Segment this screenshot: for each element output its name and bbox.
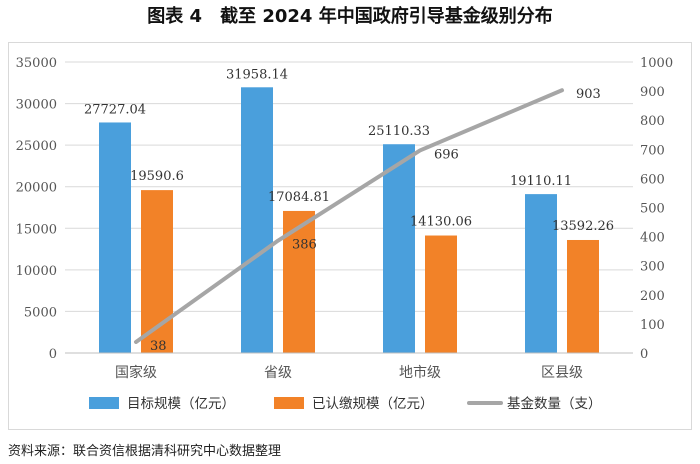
y-right-tick-label: 600 xyxy=(640,172,665,187)
axes: 0 5000 10000 15000 20000 25000 30000 35000 0 100 2… xyxy=(16,56,673,381)
data-label-target-scale: 19110.11 xyxy=(510,174,572,189)
y-right-tick-label: 1000 xyxy=(640,56,673,71)
legend-label: 已认缴规模（亿元） xyxy=(312,396,434,412)
data-label-fund-count: 696 xyxy=(434,147,459,162)
chart-title: 图表 4 截至 2024 年中国政府引导基金级别分布 xyxy=(147,6,553,27)
data-label-subscribed-scale: 17084.81 xyxy=(268,190,330,205)
y-right-tick-label: 300 xyxy=(640,260,665,275)
x-category-label: 地市级 xyxy=(399,364,441,381)
legend: 目标规模（亿元） 已认缴规模（亿元） 基金数量（支） xyxy=(89,395,602,412)
legend-label: 基金数量（支） xyxy=(507,395,602,412)
y-right-tick-label: 400 xyxy=(640,231,665,246)
y-left-tick-label: 20000 xyxy=(16,181,57,196)
chart-frame: 0 5000 10000 15000 20000 25000 30000 35000 0 100 2… xyxy=(8,42,692,430)
legend-swatch-target-scale xyxy=(89,397,119,409)
data-labels: 27727.04 19590.6 31958.14 17084.81 25110.33 1… xyxy=(84,67,614,354)
x-category-label: 省级 xyxy=(264,365,292,381)
bars xyxy=(99,87,599,353)
bar-target-scale xyxy=(241,87,273,353)
y-right-tick-label: 800 xyxy=(640,114,665,129)
y-right-tick-label: 100 xyxy=(640,318,665,333)
legend-swatch-subscribed-scale xyxy=(274,397,304,409)
data-label-target-scale: 31958.14 xyxy=(226,67,288,82)
y-right-tick-label: 200 xyxy=(640,289,665,304)
y-right-tick-label: 900 xyxy=(640,85,665,100)
y-left-tick-label: 25000 xyxy=(16,139,57,154)
chart-svg: 0 5000 10000 15000 20000 25000 30000 35000 0 100 2… xyxy=(16,56,673,412)
bar-target-scale xyxy=(383,144,415,353)
bar-target-scale xyxy=(525,194,557,353)
y-left-tick-label: 10000 xyxy=(16,264,57,279)
y-left-tick-label: 0 xyxy=(49,347,57,362)
x-category-label: 国家级 xyxy=(115,364,157,381)
y-right-tick-label: 500 xyxy=(640,202,665,217)
y-left-tick-label: 5000 xyxy=(24,305,57,320)
data-label-fund-count: 38 xyxy=(150,339,167,354)
legend-label: 目标规模（亿元） xyxy=(127,396,235,412)
data-label-subscribed-scale: 14130.06 xyxy=(410,215,472,230)
y-right-tick-label: 700 xyxy=(640,143,665,158)
y-left-tick-label: 30000 xyxy=(16,98,57,113)
source-note: 资料来源：联合资信根据清科研究中心数据整理 xyxy=(8,444,282,459)
bar-subscribed-scale xyxy=(567,239,599,353)
line-series xyxy=(134,88,564,344)
data-label-fund-count: 386 xyxy=(292,238,317,253)
data-label-subscribed-scale: 19590.6 xyxy=(130,169,184,184)
y-left-tick-label: 35000 xyxy=(16,56,57,71)
bar-target-scale xyxy=(99,122,131,353)
data-label-target-scale: 27727.04 xyxy=(84,102,146,117)
line-fund-count xyxy=(134,88,564,344)
y-right-tick-label: 0 xyxy=(640,347,648,362)
data-label-subscribed-scale: 13592.26 xyxy=(552,219,614,234)
data-label-target-scale: 25110.33 xyxy=(368,124,430,139)
x-category-label: 区县级 xyxy=(541,365,583,381)
bar-subscribed-scale xyxy=(425,235,457,353)
y-left-tick-label: 15000 xyxy=(16,222,57,237)
data-label-fund-count: 903 xyxy=(576,87,601,102)
